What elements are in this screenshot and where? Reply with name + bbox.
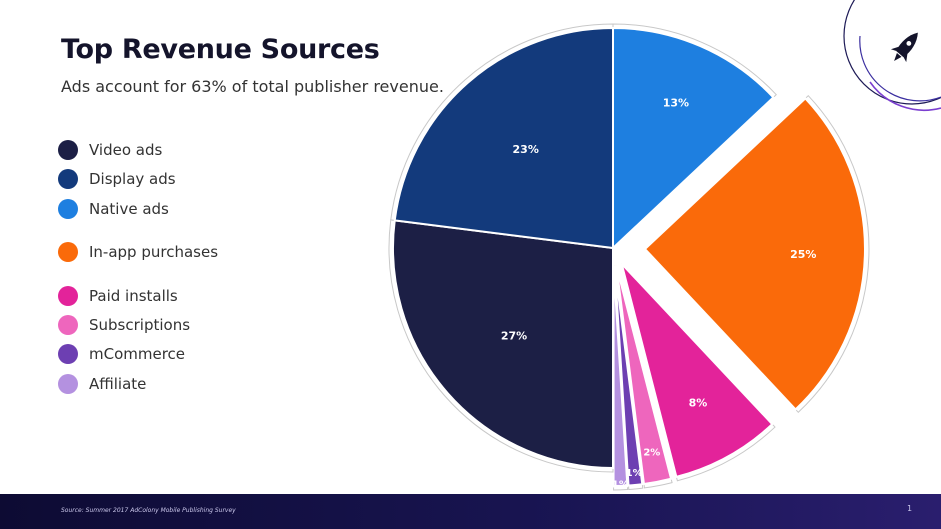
legend-swatch [58, 286, 78, 306]
legend-label: Native ads [89, 200, 169, 218]
legend-label: Display ads [89, 170, 176, 188]
data-label: 27% [501, 329, 527, 342]
pie-slice-native-ads [612, 26, 775, 251]
legend-item-affiliate: Affiliate [58, 373, 146, 395]
data-label: 13% [663, 97, 689, 110]
data-label: 23% [513, 143, 539, 156]
legend-item-paid-installs: Paid installs [58, 285, 178, 307]
legend-label: Affiliate [89, 375, 147, 393]
legend-swatch [58, 344, 78, 364]
data-label: 1% [626, 468, 643, 479]
legend: Video ads Display ads Native ads In-app … [58, 0, 358, 420]
pie-slice-mcommerce [613, 265, 644, 487]
legend-swatch [58, 374, 78, 394]
legend-item-subscriptions: Subscriptions [58, 314, 190, 336]
pie-slice-display-ads [393, 26, 614, 250]
page-number: 1 [907, 504, 913, 513]
legend-label: mCommerce [89, 345, 186, 363]
legend-swatch [58, 242, 78, 262]
legend-swatch [58, 169, 78, 189]
legend-swatch [58, 140, 78, 160]
legend-item-native-ads: Native ads [58, 198, 169, 220]
data-label: 1% [612, 480, 629, 491]
pie-slice-affiliate [612, 265, 629, 487]
legend-label: Video ads [89, 141, 163, 159]
data-label: 2% [643, 448, 660, 459]
pie-slice-in-app-purchases [643, 96, 866, 411]
pie-slice-subscriptions [615, 265, 673, 486]
legend-item-video-ads: Video ads [58, 139, 162, 161]
legend-item-display-ads: Display ads [58, 168, 176, 190]
legend-label: In-app purchases [89, 243, 219, 261]
legend-label: Subscriptions [89, 316, 191, 334]
legend-label: Paid installs [89, 287, 178, 305]
data-label: 8% [689, 397, 708, 410]
data-label: 25% [790, 248, 816, 261]
legend-item-in-app-purchases: In-app purchases [58, 241, 218, 263]
footer-bar: Source: Summer 2017 AdColony Mobile Publ… [0, 494, 941, 529]
slide-title: Top Revenue Sources [61, 34, 380, 65]
pie-slice-video-ads [392, 219, 614, 470]
slide-subtitle: Ads account for 63% of total publisher r… [61, 77, 444, 96]
source-note: Source: Summer 2017 AdColony Mobile Publ… [61, 507, 236, 514]
legend-item-mcommerce: mCommerce [58, 343, 185, 365]
legend-swatch [58, 199, 78, 219]
legend-swatch [58, 315, 78, 335]
pie-slice-paid-installs [620, 263, 774, 479]
